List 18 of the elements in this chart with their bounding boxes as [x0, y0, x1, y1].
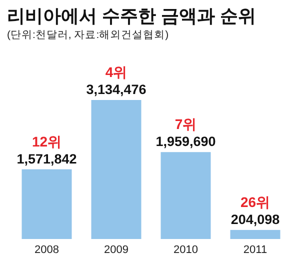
chart-title: 리비아에서 수주한 금액과 순위 [7, 6, 256, 26]
annotation: 4위 [105, 64, 128, 80]
bar [91, 100, 142, 239]
bar [22, 169, 72, 239]
chart-subtitle: (단위:천달러, 자료:해외건설협회) [7, 29, 169, 41]
bar [230, 230, 280, 239]
annotation: 7위 [174, 116, 197, 132]
x-tick-label: 2009 [104, 244, 128, 256]
data-label: 204,098 [230, 212, 280, 227]
x-tick-label: 2011 [243, 244, 268, 256]
x-tick-label: 2008 [34, 244, 59, 256]
annotation: 12위 [32, 133, 62, 150]
data-label: 3,134,476 [86, 82, 147, 97]
data-label: 1,959,690 [156, 134, 216, 150]
annotation: 26위 [240, 194, 270, 210]
bar [160, 152, 211, 239]
x-tick-label: 2010 [174, 244, 198, 256]
data-label: 1,571,842 [16, 151, 77, 166]
